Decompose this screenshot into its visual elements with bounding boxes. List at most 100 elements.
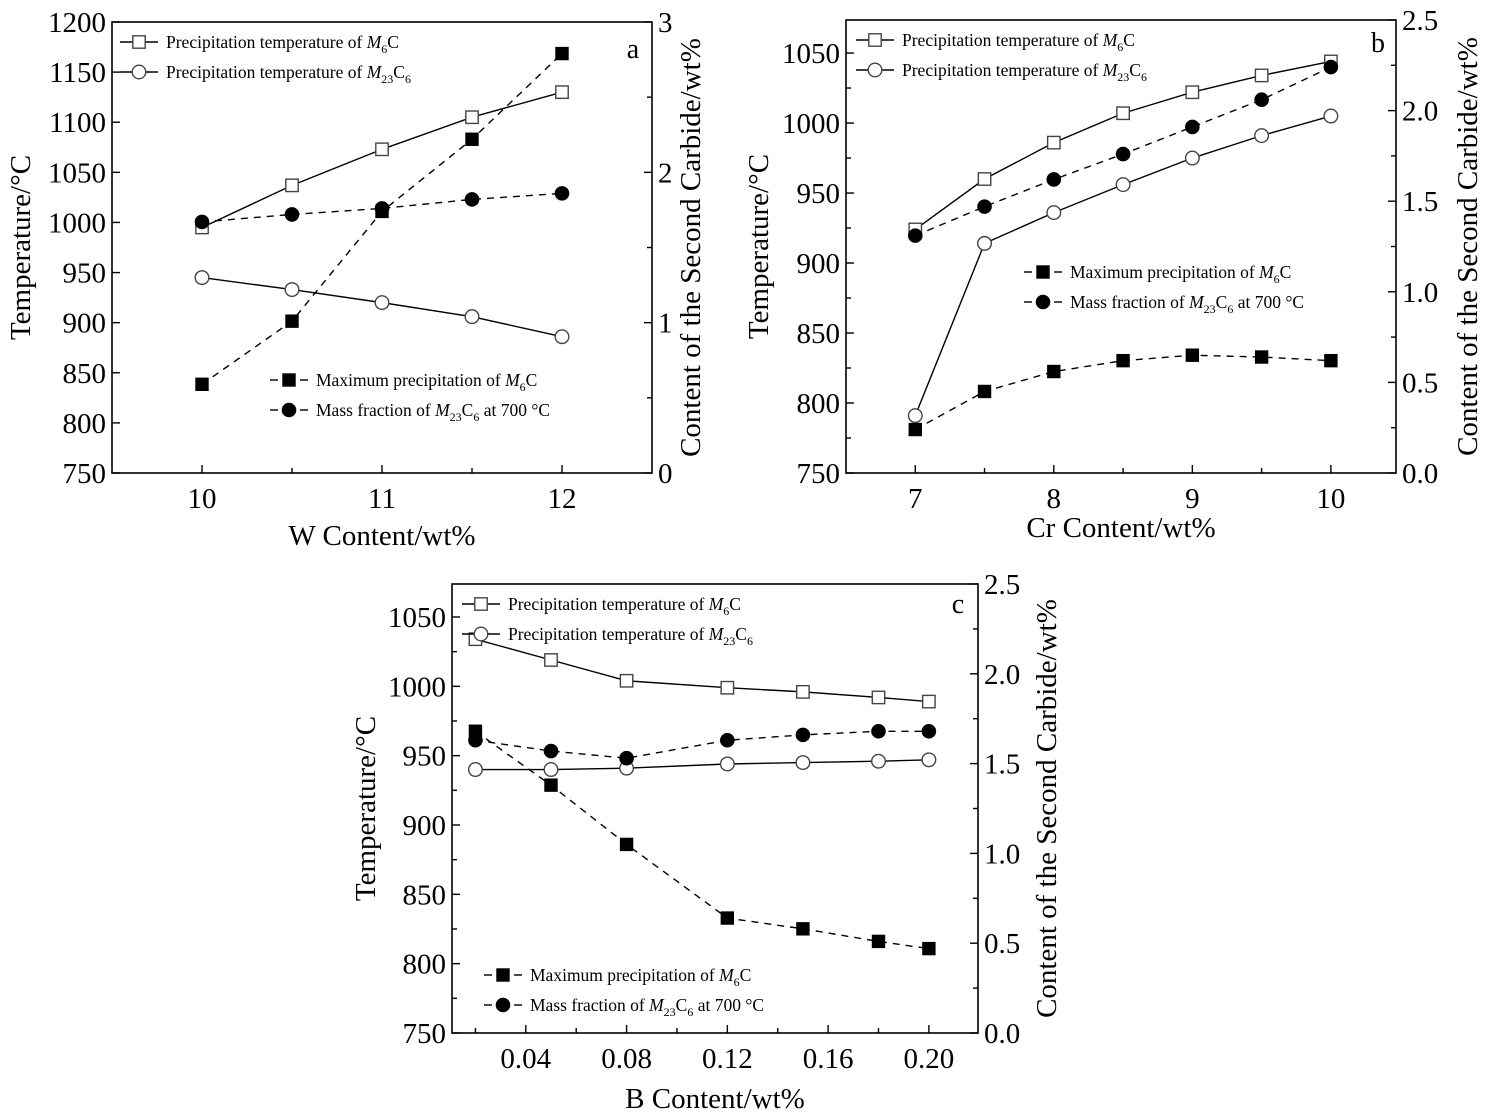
legend-text-m: M bbox=[1188, 292, 1205, 312]
legend-marker-open-circle-icon bbox=[473, 626, 489, 642]
data-point bbox=[720, 911, 735, 925]
x-tick-label: 11 bbox=[368, 483, 396, 515]
legend-marker-filled-square-icon bbox=[282, 373, 296, 387]
legend-text-msub: 23 bbox=[723, 634, 735, 648]
y2-tick-label: 3 bbox=[658, 7, 673, 39]
data-point bbox=[1185, 119, 1200, 135]
data-point bbox=[1047, 364, 1061, 379]
data-point bbox=[465, 110, 479, 125]
y-tick-label: 1050 bbox=[782, 38, 840, 70]
legend-marker-filled-square-icon bbox=[1036, 265, 1050, 279]
y-tick-label: 900 bbox=[63, 308, 107, 340]
legend-text-msub: 6 bbox=[734, 975, 740, 989]
y2-tick-label: 1.0 bbox=[984, 838, 1020, 870]
legend-marker-filled-circle-icon bbox=[495, 997, 511, 1013]
x-tick-label: 0.12 bbox=[702, 1043, 753, 1075]
legend-entry: Precipitation temperature of M23C6 bbox=[462, 624, 753, 648]
data-point bbox=[1254, 92, 1269, 108]
series-2 bbox=[195, 46, 569, 392]
data-point bbox=[1046, 172, 1062, 187]
series-2 bbox=[908, 348, 1338, 437]
series-1 bbox=[467, 752, 937, 778]
data-point bbox=[468, 732, 483, 748]
legend-entry: Precipitation temperature of M6C bbox=[856, 30, 1135, 54]
data-point bbox=[922, 941, 936, 956]
legend-text-pre: Precipitation temperature of bbox=[902, 60, 1103, 80]
data-point bbox=[907, 408, 923, 424]
y-tick-label: 800 bbox=[797, 388, 841, 420]
x-tick-label: 8 bbox=[1047, 483, 1062, 515]
legend-marker-open-circle-icon bbox=[131, 64, 147, 80]
legend-text-m: M bbox=[504, 370, 521, 390]
data-point bbox=[1254, 68, 1269, 83]
y-tick-label: 1100 bbox=[49, 107, 106, 139]
legend-text-pre: Precipitation temperature of bbox=[166, 62, 367, 82]
y-axis-label: Temperature/°C bbox=[5, 155, 37, 340]
y2-tick-label: 2.5 bbox=[984, 569, 1020, 601]
legend-text-post: at 700 °C bbox=[693, 995, 764, 1015]
legend-text-post: at 700 °C bbox=[1233, 292, 1304, 312]
y-tick-label: 950 bbox=[63, 258, 107, 290]
x-tick-label: 12 bbox=[548, 483, 577, 515]
y-tick-label: 800 bbox=[63, 408, 107, 440]
y2-tick-label: 2.0 bbox=[984, 659, 1020, 691]
data-point bbox=[285, 178, 299, 193]
y-tick-label: 850 bbox=[797, 318, 841, 350]
legend-text-msub: 6 bbox=[1274, 272, 1280, 286]
legend-text-m: M bbox=[366, 62, 383, 82]
data-point bbox=[544, 653, 558, 667]
data-point bbox=[194, 270, 210, 286]
data-point bbox=[1254, 128, 1270, 144]
legend-text-msub: 23 bbox=[1204, 302, 1216, 316]
data-point bbox=[465, 132, 479, 146]
x-axis-label: B Content/wt% bbox=[625, 1083, 805, 1115]
legend-text-pre: Maximum precipitation of bbox=[1070, 262, 1259, 282]
series-1 bbox=[194, 270, 570, 345]
legend-upper: Precipitation temperature of M6CPrecipit… bbox=[462, 594, 753, 648]
data-point bbox=[719, 756, 735, 772]
data-point bbox=[555, 85, 569, 100]
data-point bbox=[795, 727, 811, 743]
y2-tick-label: 1.5 bbox=[1402, 186, 1438, 218]
legend-label: Mass fraction of M23C6 at 700 °C bbox=[530, 995, 764, 1019]
legend-marker-filled-square-icon bbox=[496, 968, 510, 982]
legend-label: Precipitation temperature of M6C bbox=[902, 30, 1135, 54]
data-point bbox=[977, 384, 992, 399]
plot-frame bbox=[845, 19, 1397, 474]
legend-text-msub: 6 bbox=[723, 604, 729, 618]
legend-text-m: M bbox=[718, 965, 735, 985]
data-point bbox=[543, 762, 559, 778]
legend-label: Precipitation temperature of M23C6 bbox=[166, 62, 411, 86]
y2-tick-label: 2 bbox=[658, 157, 673, 189]
legend-upper: Precipitation temperature of M6CPrecipit… bbox=[120, 32, 411, 86]
panel-letter: b bbox=[1371, 28, 1385, 59]
y-tick-label: 900 bbox=[403, 810, 447, 842]
legend-text-c: C bbox=[393, 62, 405, 82]
legend-text-m: M bbox=[708, 594, 725, 614]
series-line bbox=[201, 53, 563, 385]
legend-text-msub: 23 bbox=[381, 72, 393, 86]
data-point bbox=[374, 201, 390, 216]
data-point bbox=[1185, 348, 1200, 362]
data-point bbox=[720, 732, 735, 748]
x-axis-label: Cr Content/wt% bbox=[1026, 512, 1215, 544]
y-tick-label: 1000 bbox=[48, 207, 106, 239]
data-point bbox=[464, 192, 480, 207]
y2-axis-label: Content of the Second Carbide/wt% bbox=[1031, 599, 1063, 1018]
data-point bbox=[921, 723, 937, 739]
data-point bbox=[1323, 59, 1339, 75]
y-tick-label: 950 bbox=[403, 741, 447, 773]
x-tick-label: 0.04 bbox=[500, 1043, 551, 1075]
legend-text-m: M bbox=[1102, 60, 1119, 80]
y2-tick-label: 0.0 bbox=[1402, 458, 1438, 490]
data-point bbox=[374, 295, 390, 311]
legend-text-c: C bbox=[740, 965, 752, 985]
legend-label: Maximum precipitation of M6C bbox=[316, 370, 537, 394]
y-axis-label: Temperature/°C bbox=[743, 154, 775, 339]
data-point bbox=[870, 753, 886, 769]
legend-marker-open-square-icon bbox=[474, 597, 488, 611]
y2-tick-label: 2.0 bbox=[1402, 96, 1438, 128]
x-tick-label: 10 bbox=[188, 483, 217, 515]
data-point bbox=[284, 282, 300, 298]
